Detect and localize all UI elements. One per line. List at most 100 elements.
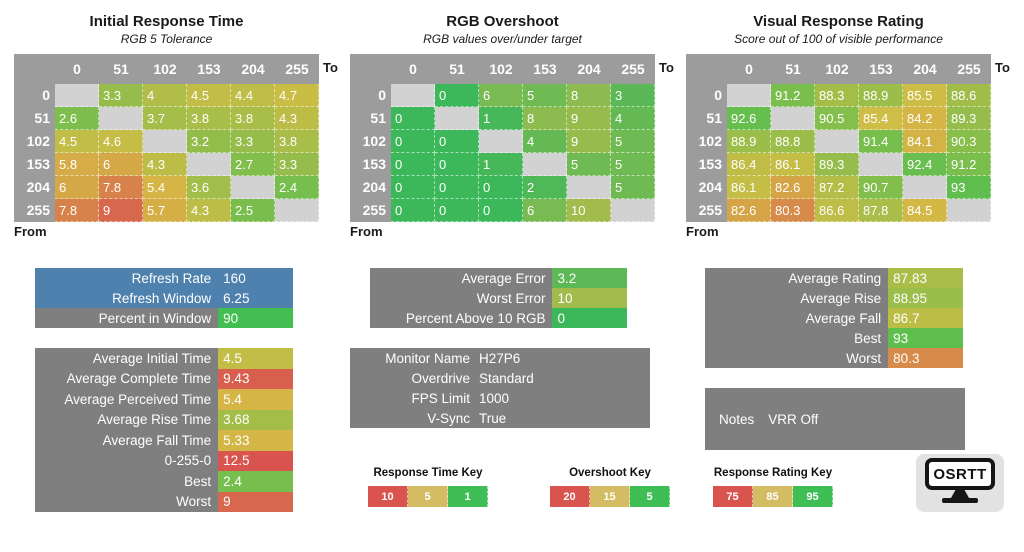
summary-label: Average Fall Time — [35, 430, 219, 451]
heatmap-cell: 86.6 — [815, 199, 859, 222]
heatmap-cell: 88.8 — [771, 130, 815, 153]
heatmap-column-header: 51 — [771, 54, 815, 84]
notes-label: Notes — [719, 411, 755, 427]
heatmap-row-header: 255 — [686, 199, 727, 222]
summary-row: Average Fall 86.7 — [705, 308, 963, 328]
heatmap-cell: 4.3 — [187, 199, 231, 222]
summary-row: Worst 80.3 — [705, 348, 963, 368]
heatmap-column-header: 0 — [727, 54, 771, 84]
summary-row: Worst Error 10 — [370, 288, 627, 308]
heatmap-row-header: 51 — [686, 107, 727, 130]
summary-value: 0 — [552, 308, 627, 328]
summary-value: 12.5 — [218, 450, 293, 471]
heatmap-cell: 84.1 — [903, 130, 947, 153]
key-boxes: 20 15 5 — [550, 486, 670, 507]
heatmap-row-header: 204 — [14, 176, 55, 199]
heatmap-cell: 10 — [567, 199, 611, 222]
heatmap-cell: 88.6 — [947, 84, 991, 107]
heatmap-cell: 0 — [435, 153, 479, 176]
heatmap-cell: 6 — [99, 153, 143, 176]
heatmap-cell: 0 — [391, 107, 435, 130]
summary-value: 10 — [552, 288, 627, 308]
summary-row: Worst 9 — [35, 491, 293, 512]
heatmap-row-header: 204 — [686, 176, 727, 199]
heatmap-cell: 0 — [479, 176, 523, 199]
summary-row: Average Error 3.2 — [370, 268, 627, 288]
heatmap-column-header: 204 — [903, 54, 947, 84]
heatmap-column-header: 255 — [275, 54, 319, 84]
heatmap-cell: 3.8 — [231, 107, 275, 130]
heatmap-cell: 9 — [99, 199, 143, 222]
heatmap-cell: 89.3 — [947, 107, 991, 130]
key-title: Overshoot Key — [569, 467, 651, 479]
heatmap-column-header: 255 — [611, 54, 655, 84]
heatmap-cell — [859, 153, 903, 176]
osrtt-logo: OSRTT — [916, 454, 1004, 512]
heatmap-cell: 92.6 — [727, 107, 771, 130]
heatmap-cell — [567, 176, 611, 199]
heatmap-cell: 3.3 — [275, 153, 319, 176]
heatmap-cell: 0 — [435, 176, 479, 199]
summary-label: Worst — [705, 348, 889, 368]
summary-value: 80.3 — [888, 348, 963, 368]
info-value: True — [479, 410, 507, 426]
summary-row: Refresh Rate 160 — [35, 268, 293, 288]
heatmap-column-header: 153 — [523, 54, 567, 84]
heatmap-column-header: 204 — [231, 54, 275, 84]
info-row: FPS Limit 1000 — [350, 388, 650, 408]
heatmap-cell: 91.2 — [947, 153, 991, 176]
heatmap-cell — [479, 130, 523, 153]
panel-title: Visual Response Rating — [753, 13, 924, 30]
info-label: FPS Limit — [411, 390, 470, 406]
info-row: Monitor Name H27P6 — [350, 348, 650, 368]
heatmap-cell: 0 — [391, 199, 435, 222]
heatmap-column-header: 0 — [55, 54, 99, 84]
summary-value: 160 — [218, 268, 293, 288]
heatmap-cell: 4.3 — [275, 107, 319, 130]
heatmap-column-header: 0 — [391, 54, 435, 84]
heatmap-cell: 3.6 — [187, 176, 231, 199]
heatmap-row-header: 153 — [14, 153, 55, 176]
heatmap-cell — [231, 176, 275, 199]
heatmap-cell: 1 — [479, 107, 523, 130]
heatmap-cell: 3 — [611, 84, 655, 107]
heatmap-initial-response-time: 0 51 102 153 204 255 0 3.3 4 4.5 4.4 4.7 51 2.6 3.7 3.8… — [14, 54, 319, 222]
notes-box: Notes VRR Off — [705, 388, 965, 450]
heatmap-cell: 90.3 — [947, 130, 991, 153]
axis-from-label: From — [14, 224, 47, 239]
heatmap-cell: 2.4 — [275, 176, 319, 199]
refresh-summary-box: Refresh Rate 160 Refresh Window 6.25 Percent… — [35, 268, 293, 328]
heatmap-cell — [611, 199, 655, 222]
panel-title: Initial Response Time — [89, 13, 244, 30]
heatmap-column-header: 102 — [479, 54, 523, 84]
heatmap-cell — [275, 199, 319, 222]
heatmap-corner-cell — [14, 54, 55, 84]
heatmap-cell: 7.8 — [99, 176, 143, 199]
heatmap-cell: 0 — [435, 84, 479, 107]
heatmap-column-header: 255 — [947, 54, 991, 84]
heatmap-cell: 5.4 — [143, 176, 187, 199]
heatmap-cell: 86.4 — [727, 153, 771, 176]
heatmap-cell: 9 — [567, 107, 611, 130]
axis-to-label: To — [995, 60, 1010, 75]
overshoot-key: Overshoot Key 20 15 5 — [550, 466, 670, 507]
panel-subtitle: Score out of 100 of visible performance — [734, 32, 943, 46]
summary-label: Worst Error — [370, 288, 553, 308]
heatmap-cell: 91.2 — [771, 84, 815, 107]
summary-label: Average Complete Time — [35, 368, 219, 389]
key-title: Response Rating Key — [713, 467, 833, 479]
summary-row: Average Perceived Time 5.4 — [35, 389, 293, 410]
key-swatch: 20 — [550, 486, 590, 507]
heatmap-row-header: 51 — [14, 107, 55, 130]
summary-value: 6.25 — [218, 288, 293, 308]
summary-label: Best — [35, 471, 219, 492]
info-label: V-Sync — [427, 410, 470, 426]
heatmap-cell: 89.3 — [815, 153, 859, 176]
monitor-stand-icon — [951, 489, 969, 498]
summary-label: Average Error — [370, 268, 553, 288]
info-label: Monitor Name — [385, 350, 470, 366]
heatmap-cell: 87.2 — [815, 176, 859, 199]
heatmap-cell: 3.7 — [143, 107, 187, 130]
heatmap-cell: 82.6 — [771, 176, 815, 199]
summary-value: 93 — [888, 328, 963, 348]
